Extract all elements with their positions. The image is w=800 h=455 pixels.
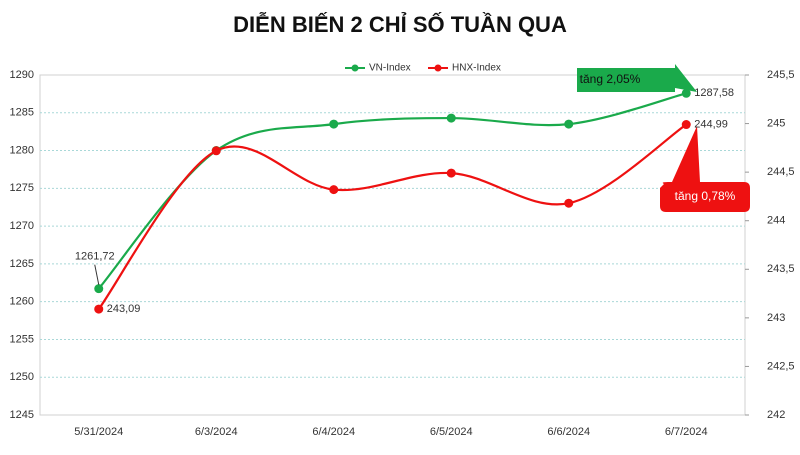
y-tick-label: 1250 (10, 371, 34, 383)
y-tick-label: 1270 (10, 220, 34, 232)
legend-label: VN-Index (369, 63, 411, 74)
y-tick-label: 1280 (10, 144, 34, 156)
data-label: 1261,72 (75, 251, 115, 263)
y2-tick-label: 244,5 (767, 166, 795, 178)
y2-tick-label: 244 (767, 215, 785, 227)
y-tick-label: 1275 (10, 182, 34, 194)
series-line (97, 123, 687, 310)
chart-title: DIỄN BIẾN 2 CHỈ SỐ TUẦN QUA (233, 11, 567, 37)
point (94, 284, 104, 294)
y2-tick-label: 242 (767, 409, 785, 421)
y-tick-label: 1255 (10, 333, 34, 345)
y2-tick-label: 245 (767, 117, 785, 129)
annotation: tăng 0,78% (675, 189, 736, 203)
y2-tick-label: 242,5 (767, 360, 795, 372)
point (329, 119, 339, 129)
marks (94, 88, 691, 314)
y2-tick-label: 245,5 (767, 69, 795, 81)
x-tick-label: 6/7/2024 (665, 426, 708, 438)
point (564, 119, 574, 129)
legend-label: HNX-Index (452, 63, 501, 74)
annotation: tăng 2,05% (580, 72, 641, 86)
y-tick-label: 1260 (10, 296, 34, 308)
grid (40, 74, 749, 416)
legend-swatch (434, 64, 442, 72)
y2-tick-label: 243 (767, 312, 785, 324)
plot-border (39, 74, 746, 416)
y-tick-label: 1265 (10, 258, 34, 270)
point (681, 88, 691, 98)
leader-line (94, 264, 100, 285)
y-tick-label: 1285 (10, 107, 34, 119)
legend-swatch (351, 64, 359, 72)
x-tick-label: 6/3/2024 (195, 426, 238, 438)
point (446, 168, 456, 178)
x-tick-label: 6/6/2024 (547, 426, 590, 438)
point (446, 113, 456, 123)
data-label: 244,99 (694, 118, 728, 130)
data-label: 243,09 (107, 303, 141, 315)
annotation-box (577, 64, 697, 92)
point (94, 304, 104, 314)
y2-tick-label: 243,5 (767, 263, 795, 275)
annotation-box (660, 126, 750, 212)
point (681, 120, 691, 130)
x-tick-label: 5/31/2024 (74, 426, 123, 438)
y-tick-label: 1290 (10, 69, 34, 81)
y-tick-label: 1245 (10, 409, 34, 421)
point (564, 198, 574, 208)
point (211, 146, 221, 156)
x-tick-label: 6/4/2024 (312, 426, 355, 438)
point (329, 185, 339, 195)
x-tick-label: 6/5/2024 (430, 426, 473, 438)
data-label: 1287,58 (694, 87, 734, 99)
